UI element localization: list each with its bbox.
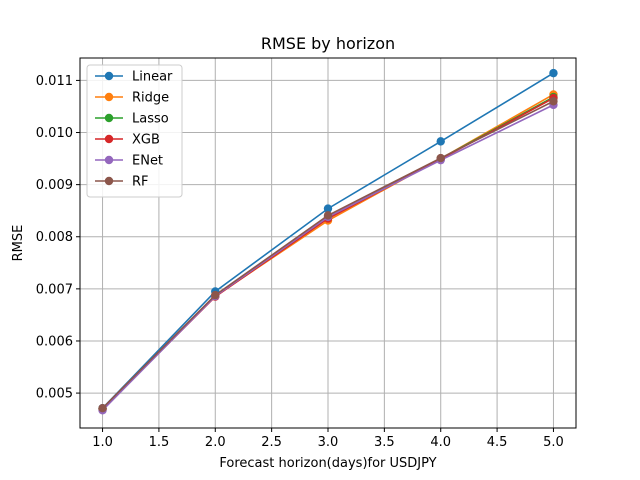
data-point-rf: [211, 290, 220, 300]
chart-title: RMSE by horizon: [261, 34, 395, 53]
x-tick-label: 4.0: [430, 435, 451, 450]
legend-marker-xgb: [104, 134, 114, 144]
x-tick-label: 5.0: [543, 435, 564, 450]
data-point-rf: [98, 403, 107, 413]
data-point-rf: [436, 153, 445, 163]
legend: Linear Ridge Lasso XGB ENet RF: [86, 64, 183, 198]
data-point-linear: [323, 204, 333, 213]
data-point-linear: [436, 137, 445, 146]
legend-label-lasso: Lasso: [132, 112, 169, 127]
legend-label-rf: RF: [132, 175, 149, 190]
y-tick-label: 0.010: [36, 126, 73, 141]
y-tick-label: 0.011: [36, 74, 73, 89]
ticks: 1.0 1.5 2.0 2.5 3.0 3.5 4.0 4.5 5.0 0.005 0.006 0.0…: [36, 74, 564, 450]
data-point-rf: [549, 97, 558, 106]
y-tick-label: 0.008: [36, 230, 73, 245]
legend-marker-enet: [104, 155, 114, 165]
legend-label-ridge: Ridge: [132, 91, 169, 106]
y-tick-label: 0.006: [36, 334, 73, 349]
y-tick-label: 0.007: [36, 282, 73, 297]
legend-marker-linear: [104, 71, 114, 81]
x-tick-label: 4.5: [487, 435, 508, 450]
legend-marker-lasso: [104, 113, 114, 123]
x-tick-label: 2.0: [205, 435, 226, 450]
y-tick-label: 0.009: [36, 178, 73, 193]
y-tick-label: 0.005: [36, 387, 73, 402]
x-tick-label: 2.5: [261, 435, 282, 450]
x-tick-label: 1.0: [92, 435, 113, 450]
legend-label-enet: ENet: [132, 154, 163, 169]
x-tick-label: 1.5: [149, 435, 170, 450]
legend-label-xgb: XGB: [132, 133, 160, 148]
legend-marker-rf: [104, 176, 114, 186]
x-tick-label: 3.5: [374, 435, 395, 450]
data-point-linear: [549, 68, 558, 78]
series-group: [98, 68, 558, 415]
legend-marker-ridge: [104, 92, 114, 102]
y-axis-title: RMSE: [11, 225, 26, 262]
data-point-rf: [323, 211, 333, 220]
x-axis-title: Forecast horizon(days)for USDJPY: [219, 456, 436, 471]
grid: [80, 58, 576, 428]
x-tick-label: 3.0: [318, 435, 339, 450]
legend-label-linear: Linear: [132, 70, 173, 85]
